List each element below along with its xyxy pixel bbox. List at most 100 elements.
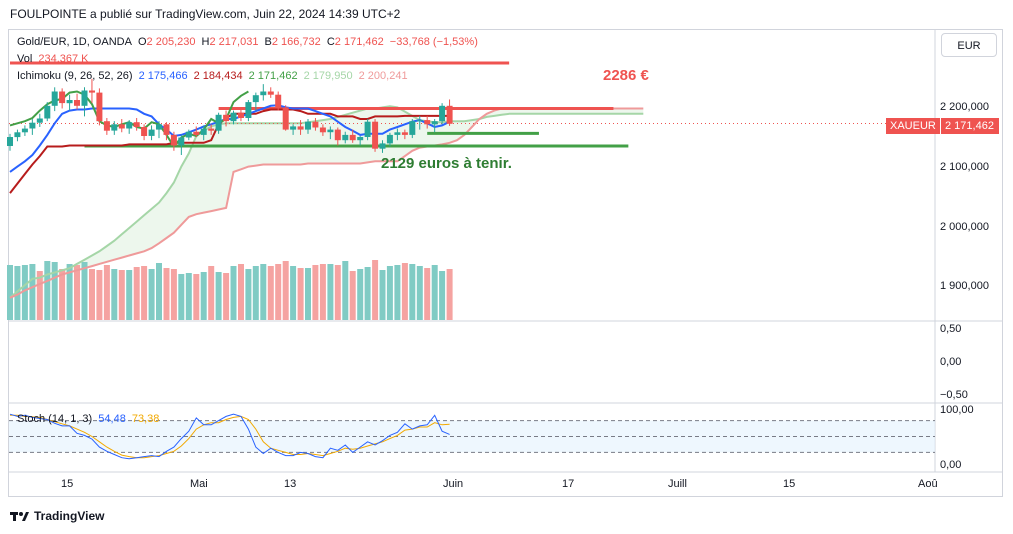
volume-bar: [89, 269, 95, 320]
candle-body: [178, 137, 185, 146]
candle-body: [424, 120, 431, 125]
volume-bar: [312, 265, 319, 320]
open-label: O: [137, 36, 147, 48]
publish-header: FOULPOINTE a publié sur TradingView.com,…: [10, 7, 401, 21]
candle-body: [44, 105, 51, 119]
volume-bar: [215, 272, 222, 320]
price-tag-value: 2 171,462: [941, 118, 999, 134]
volume-bar: [7, 265, 13, 320]
volume-bar: [252, 266, 259, 320]
volume-bar: [372, 260, 379, 320]
currency-button[interactable]: EUR: [941, 33, 997, 57]
volume-bar: [260, 264, 267, 320]
candle-body: [29, 122, 36, 129]
volume-bar: [409, 264, 416, 320]
stoch-k-line: [9, 413, 450, 460]
support-annotation[interactable]: 2129 euros à tenir.: [381, 155, 512, 172]
price-axis-label: 2 200,000: [940, 101, 989, 113]
volume-bar: [81, 262, 88, 320]
time-axis-label: Juill: [668, 478, 687, 490]
volume-legend[interactable]: Vol 234,367 K: [17, 53, 92, 65]
volume-bar: [379, 270, 386, 320]
stoch-d-line: [10, 414, 450, 459]
candle-body: [357, 137, 364, 141]
time-axis-label: Aoû: [918, 478, 938, 490]
candle-body: [170, 134, 177, 146]
ichimoku-span-a-line: [9, 105, 644, 299]
time-axis-label: Mai: [190, 478, 208, 490]
candle-body: [74, 100, 80, 106]
volume-bar: [446, 269, 453, 320]
close-value: 2 171,462: [334, 36, 384, 48]
volume-bar: [156, 263, 162, 320]
candle-body: [364, 121, 371, 137]
volume-bar: [282, 261, 289, 320]
volume-value: 234,367 K: [38, 53, 89, 65]
candle-body: [275, 94, 282, 108]
stoch-axis-label: 0,00: [940, 459, 962, 471]
candle-body: [223, 114, 230, 122]
candle-body: [379, 143, 386, 149]
volume-bar: [327, 264, 334, 320]
candle-body: [312, 121, 319, 128]
volume-bar: [185, 273, 192, 320]
chart-frame[interactable]: [8, 29, 1003, 497]
ichimoku-spana-value: 2 179,950: [303, 70, 353, 82]
volume-bar: [431, 265, 438, 320]
price-tag-symbol: XAUEUR: [886, 118, 940, 134]
volume-bar: [439, 271, 446, 320]
candle-body: [96, 92, 103, 122]
high-value: 2 217,031: [209, 36, 259, 48]
volume-bar: [74, 265, 80, 320]
price-axis-label: 2 100,000: [940, 161, 989, 173]
volume-bar: [208, 266, 215, 320]
change-value: −33,768 (−1,53%): [389, 36, 478, 48]
candle-body: [245, 102, 252, 118]
volume-bar: [126, 270, 133, 320]
symbol-name: Gold/EUR, 1D, OANDA: [17, 36, 132, 48]
ichimoku-legend[interactable]: Ichimoku (9, 26, 52, 26) 2 175,466 2 184…: [17, 70, 411, 82]
candle-body: [111, 124, 118, 131]
volume-bar: [364, 267, 371, 320]
volume-bar: [36, 271, 43, 320]
volume-bar: [401, 263, 408, 320]
stoch-d-value: 73,38: [131, 413, 160, 425]
tradingview-brand: TradingView: [34, 509, 105, 523]
candle-body: [156, 124, 162, 130]
candle-body: [89, 90, 95, 93]
candle-body: [439, 105, 446, 122]
tradingview-logo-icon: [10, 512, 29, 521]
time-axis-label: 15: [61, 478, 74, 490]
candle-body: [148, 129, 155, 136]
open-value: 2 205,230: [146, 36, 196, 48]
tradingview-footer[interactable]: TradingView: [10, 509, 104, 523]
candle-body: [297, 126, 304, 130]
candle-body: [260, 91, 267, 96]
candle-body: [59, 91, 66, 104]
volume-bar: [424, 268, 431, 320]
volume-bar: [386, 266, 393, 320]
candle-body: [290, 126, 297, 130]
target-annotation[interactable]: 2286 €: [603, 67, 649, 84]
candle-body: [118, 124, 125, 129]
volume-bar: [178, 274, 185, 320]
candle-body: [66, 100, 73, 104]
candle-body: [319, 127, 326, 133]
volume-bar: [342, 261, 349, 320]
candle-body: [215, 114, 222, 131]
ichimoku-kijun-line: [9, 108, 450, 194]
volume-bar: [245, 269, 252, 320]
volume-bar: [163, 268, 170, 320]
candle-body: [185, 131, 192, 138]
stoch-legend[interactable]: Stoch (14, 1, 3) 54,48 73,38: [17, 413, 162, 425]
candle-body: [349, 134, 356, 141]
candle-body: [401, 132, 408, 135]
volume-bar: [223, 273, 230, 320]
volume-bar: [14, 266, 21, 320]
symbol-legend[interactable]: Gold/EUR, 1D, OANDA O2 205,230 H2 217,03…: [17, 36, 481, 48]
volume-bar: [349, 271, 356, 320]
volume-bar: [133, 267, 140, 320]
osc-axis-label: −0,50: [940, 389, 968, 401]
volume-bar: [118, 270, 125, 320]
